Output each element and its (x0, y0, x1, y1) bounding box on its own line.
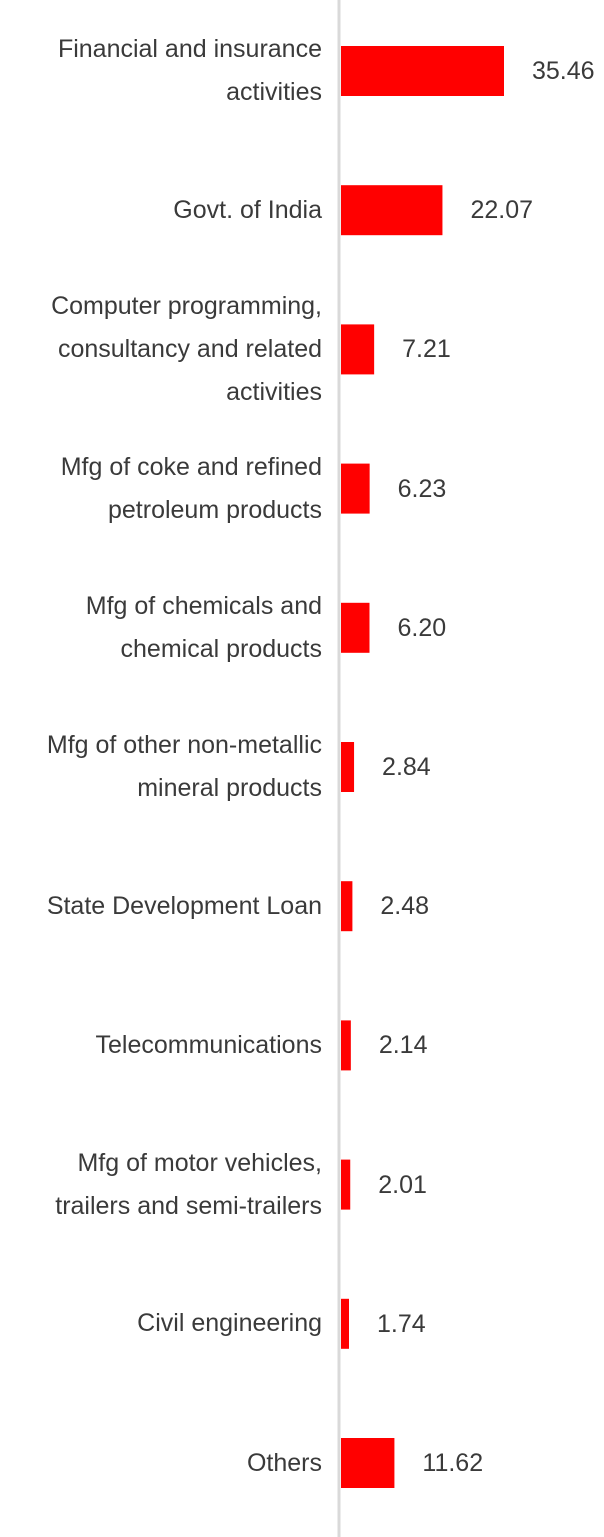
bar (341, 1438, 395, 1488)
category-label: Computer programming, consultancy and rel… (0, 285, 322, 414)
category-label: Govt. of India (0, 189, 322, 232)
value-label: 2.14 (378, 1031, 428, 1060)
category-label-line: activities (226, 377, 322, 406)
category-label: Mfg of other non-metallic mineral product… (0, 724, 322, 810)
category-label-line: Govt. of India (173, 195, 322, 224)
category-label-line: Mfg of coke and refined (60, 452, 322, 481)
value-label: 2.48 (380, 892, 430, 921)
bar (341, 324, 375, 375)
category-label-line: Civil engineering (137, 1309, 322, 1338)
value-label: 6.20 (397, 613, 447, 642)
category-label-line: State Development Loan (46, 891, 322, 920)
category-label-line: petroleum products (107, 495, 322, 524)
value-label: 7.21 (402, 335, 451, 364)
bar (341, 46, 504, 96)
bar (341, 742, 355, 792)
category-label: Telecommunications (0, 1024, 323, 1067)
category-label-line: Mfg of motor vehicles, (77, 1148, 322, 1177)
bar (341, 1298, 349, 1349)
category-label-line: Mfg of chemicals and (85, 591, 322, 620)
bar (341, 881, 353, 932)
category-label: State Development Loan (0, 885, 322, 928)
category-label-line: chemical products (120, 634, 322, 663)
category-label: Mfg of coke and refined petroleum product… (0, 446, 322, 532)
bar (341, 1020, 351, 1071)
bar (341, 1159, 351, 1210)
category-label: Civil engineering (0, 1302, 322, 1345)
bar (341, 185, 443, 236)
value-label: 11.62 (422, 1449, 484, 1477)
category-label-line: Computer programming, (51, 291, 322, 320)
category-label-line: mineral products (137, 774, 322, 802)
category-label-line: Financial and insurance (57, 35, 322, 63)
category-label: Others (0, 1442, 322, 1485)
value-label: 35.46 (532, 57, 595, 85)
category-label: Mfg of motor vehicles, trailers and semi-… (0, 1142, 322, 1228)
bar (341, 463, 370, 514)
value-label: 2.84 (382, 753, 431, 781)
value-label: 1.74 (376, 1309, 426, 1338)
value-label: 6.23 (397, 474, 447, 503)
category-label-line: consultancy and related (57, 334, 322, 363)
value-label: 22.07 (470, 196, 533, 225)
category-label-line: Telecommunications (95, 1030, 323, 1059)
category-label-line: Others (246, 1448, 322, 1477)
category-label-line: trailers and semi-trailers (55, 1191, 322, 1220)
category-label: Mfg of chemicals and chemical products (0, 585, 322, 671)
value-label: 2.01 (378, 1170, 427, 1199)
category-label-line: Mfg of other non-metallic (46, 731, 322, 759)
category-label: Financial and insurance activities (0, 28, 322, 114)
category-label-line: activities (226, 78, 322, 106)
bar (341, 602, 370, 653)
